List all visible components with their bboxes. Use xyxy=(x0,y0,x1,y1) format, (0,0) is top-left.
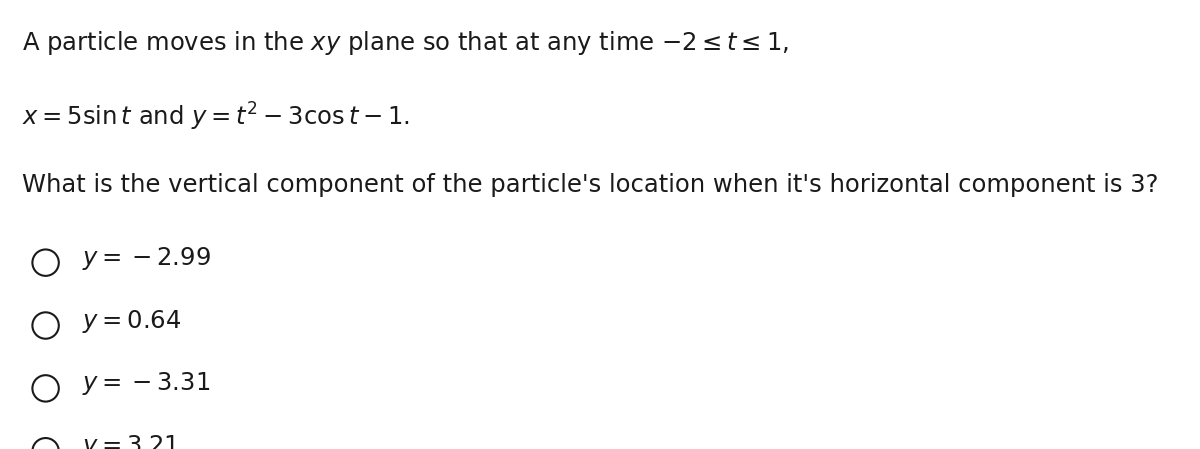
Text: A particle moves in the $xy$ plane so that at any time $-2 \leq t \leq 1$,: A particle moves in the $xy$ plane so th… xyxy=(22,29,788,57)
Text: $y = -2.99$: $y = -2.99$ xyxy=(82,245,210,272)
Text: $y = -3.31$: $y = -3.31$ xyxy=(82,370,210,397)
Text: $y = 3.21$: $y = 3.21$ xyxy=(82,433,179,449)
Text: $x = 5\sin t$ and $y = t^2 - 3\cos t - 1$.: $x = 5\sin t$ and $y = t^2 - 3\cos t - 1… xyxy=(22,101,409,133)
Text: What is the vertical component of the particle's location when it's horizontal c: What is the vertical component of the pa… xyxy=(22,173,1158,197)
Text: $y = 0.64$: $y = 0.64$ xyxy=(82,308,181,335)
